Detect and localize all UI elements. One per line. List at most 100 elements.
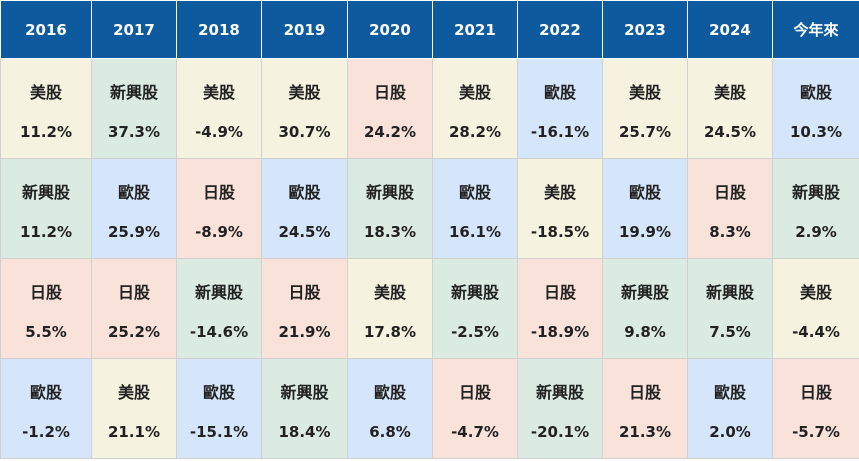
- row: 美股 11.2% 新興股 37.3% 美股 -4.9% 美股 30.7% 日股 24.2% 美股 28…: [0, 58, 859, 159]
- row: 歐股 -1.2% 美股 21.1% 歐股 -15.1% 新興股 18.4% 歐股 6.8% 日股 -4…: [0, 358, 859, 459]
- cell: 日股 -4.7%: [432, 358, 518, 459]
- cell: 歐股 -16.1%: [517, 58, 603, 159]
- return-value: -2.5%: [451, 323, 499, 341]
- cell: 新興股 11.2%: [0, 158, 92, 259]
- cell: 美股 11.2%: [0, 58, 92, 159]
- return-value: 24.5%: [278, 223, 331, 241]
- cell: 日股 -5.7%: [772, 358, 859, 459]
- return-value: 28.2%: [448, 123, 502, 141]
- market-name: 新興股: [280, 383, 329, 402]
- cell: 日股 5.5%: [0, 258, 92, 359]
- market-name: 美股: [202, 83, 235, 102]
- cell: 歐股 16.1%: [432, 158, 518, 259]
- cell: 美股 25.7%: [602, 58, 688, 159]
- market-name: 日股: [117, 283, 150, 302]
- cell: 日股 -8.9%: [176, 158, 262, 259]
- header-cell: 2021: [432, 0, 518, 59]
- return-value: -15.1%: [189, 423, 249, 441]
- cell: 日股 24.2%: [347, 58, 433, 159]
- market-name: 歐股: [117, 183, 150, 202]
- cell: 歐股 6.8%: [347, 358, 433, 459]
- cell: 新興股 7.5%: [687, 258, 773, 359]
- cell: 新興股 -14.6%: [176, 258, 262, 359]
- cell: 新興股 -20.1%: [517, 358, 603, 459]
- return-value: -18.5%: [530, 223, 590, 241]
- market-name: 新興股: [535, 383, 584, 402]
- return-value: 37.3%: [107, 123, 161, 141]
- market-name: 歐股: [29, 383, 62, 402]
- return-value: 25.2%: [107, 323, 161, 341]
- return-value: 18.4%: [278, 423, 331, 441]
- cell: 歐股 10.3%: [772, 58, 859, 159]
- cell: 歐股 -1.2%: [0, 358, 92, 459]
- market-name: 新興股: [791, 183, 840, 202]
- row: 新興股 11.2% 歐股 25.9% 日股 -8.9% 歐股 24.5% 新興股 18.3% 歐股 1…: [0, 158, 859, 259]
- return-value: 2.0%: [709, 423, 751, 441]
- return-value: 25.7%: [618, 123, 672, 141]
- market-name: 歐股: [458, 183, 491, 202]
- market-name: 美股: [713, 83, 746, 102]
- return-value: 11.2%: [19, 123, 73, 141]
- market-name: 美股: [628, 83, 661, 102]
- header-cell: 2020: [347, 0, 433, 59]
- return-value: 5.5%: [25, 323, 67, 341]
- return-value: 19.9%: [618, 223, 672, 241]
- cell: 歐股 -15.1%: [176, 358, 262, 459]
- header-cell: 2023: [602, 0, 688, 59]
- return-value: 21.1%: [107, 423, 161, 441]
- return-value: 24.5%: [703, 123, 757, 141]
- return-value: 6.8%: [369, 423, 411, 441]
- header-cell: 2024: [687, 0, 773, 59]
- cell: 新興股 2.9%: [772, 158, 859, 259]
- cell: 美股 21.1%: [91, 358, 177, 459]
- market-name: 歐股: [543, 83, 576, 102]
- market-name: 美股: [373, 283, 406, 302]
- market-name: 日股: [713, 183, 746, 202]
- return-value: -20.1%: [530, 423, 590, 441]
- cell: 歐股 19.9%: [602, 158, 688, 259]
- return-value: 21.9%: [278, 323, 331, 341]
- market-name: 新興股: [194, 283, 243, 302]
- return-value: 8.3%: [709, 223, 751, 241]
- header-cell: 2017: [91, 0, 177, 59]
- return-value: -4.4%: [792, 323, 840, 341]
- cell: 歐股 2.0%: [687, 358, 773, 459]
- market-name: 日股: [373, 83, 406, 102]
- return-value: 18.3%: [363, 223, 417, 241]
- return-value: -18.9%: [530, 323, 590, 341]
- cell: 新興股 9.8%: [602, 258, 688, 359]
- market-name: 新興股: [620, 283, 669, 302]
- return-value: -4.9%: [195, 123, 243, 141]
- market-name: 美股: [458, 83, 491, 102]
- return-value: 16.1%: [448, 223, 502, 241]
- market-name: 歐股: [288, 183, 321, 202]
- market-name: 歐股: [628, 183, 661, 202]
- return-value: -1.2%: [22, 423, 70, 441]
- return-value: 21.3%: [618, 423, 672, 441]
- cell: 新興股 -2.5%: [432, 258, 518, 359]
- cell: 美股 -4.9%: [176, 58, 262, 159]
- header-cell: 2018: [176, 0, 262, 59]
- cell: 日股 8.3%: [687, 158, 773, 259]
- cell: 日股 -18.9%: [517, 258, 603, 359]
- cell: 新興股 18.3%: [347, 158, 433, 259]
- market-name: 美股: [288, 83, 321, 102]
- cell: 歐股 25.9%: [91, 158, 177, 259]
- market-name: 新興股: [450, 283, 499, 302]
- return-value: -8.9%: [195, 223, 243, 241]
- header-cell: 2016: [0, 0, 92, 59]
- market-name: 日股: [29, 283, 62, 302]
- return-value: 11.2%: [19, 223, 73, 241]
- cell: 美股 -4.4%: [772, 258, 859, 359]
- cell: 美股 30.7%: [261, 58, 348, 159]
- return-value: 17.8%: [363, 323, 417, 341]
- market-name: 日股: [799, 383, 832, 402]
- market-name: 日股: [288, 283, 321, 302]
- cell: 美股 28.2%: [432, 58, 518, 159]
- return-value: -5.7%: [792, 423, 840, 441]
- header-cell: 2019: [261, 0, 348, 59]
- return-value: 25.9%: [107, 223, 161, 241]
- market-name: 歐股: [799, 83, 832, 102]
